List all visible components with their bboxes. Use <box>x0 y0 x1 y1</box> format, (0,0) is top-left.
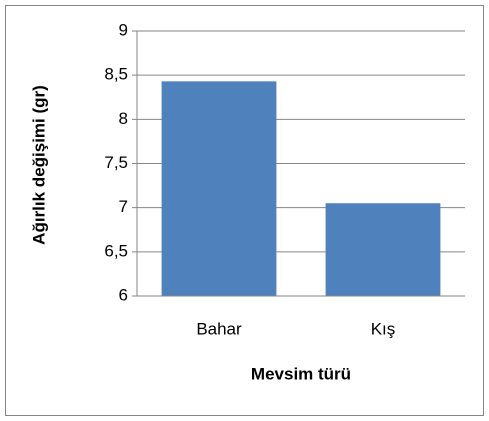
y-tick-label: 6,5 <box>104 241 128 260</box>
y-axis-title: Ağırlık değişimi (gr) <box>29 85 48 245</box>
y-tick-label: 6 <box>119 285 128 304</box>
bar <box>161 81 277 296</box>
x-tick-label: Bahar <box>196 319 242 338</box>
y-tick-label: 7 <box>119 197 128 216</box>
y-tick-label: 8 <box>119 109 128 128</box>
x-tick-label: Kış <box>371 319 396 338</box>
bar <box>325 203 441 296</box>
y-tick-label: 8,5 <box>104 65 128 84</box>
y-tick-label: 7,5 <box>104 153 128 172</box>
x-axis-title: Mevsim türü <box>251 364 351 383</box>
y-tick-label: 9 <box>119 20 128 39</box>
